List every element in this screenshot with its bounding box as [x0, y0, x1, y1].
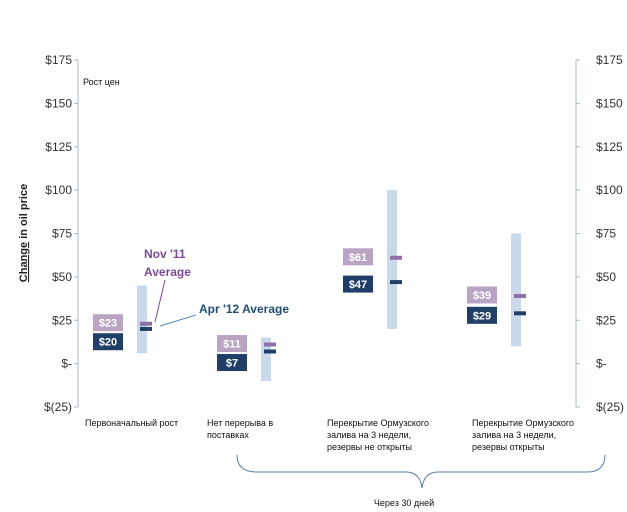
left-tick-label: $(25)	[44, 400, 72, 414]
apr-average-label: Apr '12 Average	[199, 302, 289, 316]
nov-average-badge	[343, 248, 373, 266]
scenario-group: $23 $20	[93, 285, 152, 354]
right-tick-label: $75	[596, 227, 616, 241]
category-label-line: Перекрытие Ормузского	[327, 418, 429, 428]
right-tick-label: $(25)	[596, 400, 624, 414]
left-tick-label: $-	[61, 357, 72, 371]
category-label-line: залива на 3 недели,	[327, 430, 411, 440]
category-label-line: Нет перерыва в	[207, 418, 273, 428]
nov-average-value: $11	[223, 339, 241, 351]
category-label: Первоначальный рост	[85, 418, 178, 428]
time-period-brace	[236, 454, 606, 489]
category-label-line: поставках	[207, 430, 249, 440]
category-label: Перекрытие Ормузского залива на 3 недели,…	[327, 418, 429, 452]
right-tick-label: $50	[596, 270, 616, 284]
nov-average-pointer	[154, 279, 166, 323]
apr-average-marker	[390, 280, 402, 285]
apr-average-marker	[264, 349, 276, 354]
apr-average-value: $47	[349, 279, 367, 291]
price-range-bar	[261, 337, 271, 381]
category-label-line: Перекрытие Ормузского	[472, 418, 574, 428]
category-label-line: резервы не открыты	[327, 442, 412, 452]
apr-average-pointer	[159, 314, 197, 327]
left-tick-label: $125	[45, 140, 72, 154]
left-tick-label: $50	[52, 270, 72, 284]
category-label: Нет перерыва в поставках	[207, 418, 273, 440]
category-label-line: Первоначальный рост	[85, 418, 178, 428]
nov-average-marker	[390, 255, 402, 260]
apr-average-marker	[514, 311, 526, 316]
scenario-group: $11 $7	[217, 335, 276, 381]
category-label-line: залива на 3 недели,	[472, 430, 556, 440]
nov-average-marker	[140, 321, 152, 326]
nov-average-value: $61	[349, 252, 367, 264]
right-tick-label: $25	[596, 313, 616, 327]
nov-average-label-line1: Nov '11	[144, 247, 186, 261]
nov-average-value: $23	[99, 318, 117, 330]
scenario-series: $23 $20 $11 $7 $61 $47 $39 $29	[93, 190, 526, 381]
apr-average-value: $7	[226, 358, 238, 370]
left-tick-label: $25	[52, 313, 72, 327]
price-rise-note: Рост цен	[83, 77, 120, 87]
apr-average-badge	[217, 354, 247, 372]
scenario-group: $39 $29	[467, 233, 526, 347]
apr-average-marker	[140, 326, 152, 331]
apr-average-badge	[343, 275, 373, 293]
nov-average-badge	[217, 335, 247, 353]
apr-average-value: $20	[99, 337, 117, 349]
average-annotations: Nov '11 Average Apr '12 Average	[144, 247, 289, 327]
price-range-bar	[511, 233, 521, 347]
nov-average-label-line2: Average	[144, 265, 191, 279]
left-tick-label: $150	[45, 96, 72, 110]
apr-average-value: $29	[473, 310, 491, 322]
time-period-label: Через 30 дней	[374, 498, 434, 508]
nov-average-value: $39	[473, 290, 491, 302]
category-label-line: резервы открыты	[472, 442, 545, 452]
apr-average-badge	[93, 333, 123, 351]
category-labels: Первоначальный рост Нет перерыва в поставк…	[85, 418, 574, 452]
scenario-group: $61 $47	[343, 190, 402, 329]
right-tick-label: $175	[596, 53, 623, 67]
left-tick-label: $175	[45, 53, 72, 67]
right-y-axis: $175 $150 $125 $100 $75 $50 $25 $- $(25)	[575, 53, 624, 414]
nov-average-marker	[514, 293, 526, 298]
left-y-axis: $175 $150 $125 $100 $75 $50 $25 $- $(25)	[44, 53, 79, 414]
right-tick-label: $100	[596, 183, 623, 197]
nov-average-badge	[93, 314, 123, 332]
right-tick-label: $125	[596, 140, 623, 154]
right-tick-label: $150	[596, 96, 623, 110]
price-range-bar	[137, 285, 147, 354]
left-tick-label: $75	[52, 227, 72, 241]
nov-average-badge	[467, 286, 497, 304]
nov-average-marker	[264, 342, 276, 347]
left-tick-label: $100	[45, 183, 72, 197]
apr-average-badge	[467, 306, 497, 324]
y-axis-label: Change in oil price	[18, 184, 30, 282]
category-label: Перекрытие Ормузского залива на 3 недели,…	[472, 418, 574, 452]
right-tick-label: $-	[596, 357, 607, 371]
